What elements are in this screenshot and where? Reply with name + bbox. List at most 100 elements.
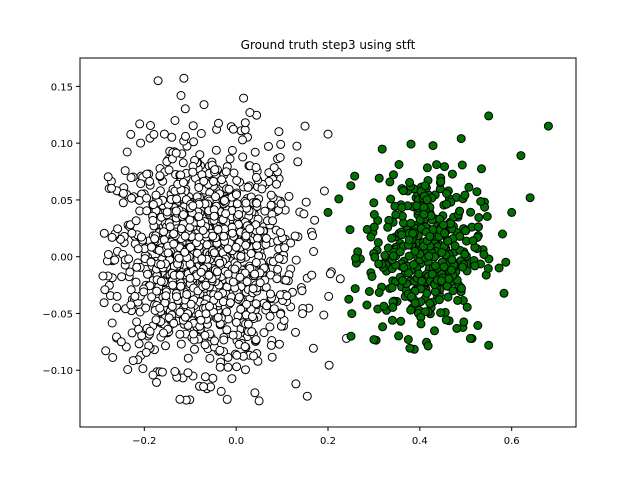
data-point [455,206,465,216]
data-point [234,292,244,302]
data-point [215,345,225,355]
data-point [200,330,210,340]
data-point [202,240,212,250]
data-point [267,352,277,362]
data-point [324,360,334,370]
data-point [180,104,190,114]
data-point [243,182,253,192]
data-point [241,198,251,208]
data-point [137,232,146,242]
data-point [406,292,416,301]
data-point [231,242,241,252]
data-point [419,209,429,219]
data-point [364,287,374,296]
data-point [238,135,247,145]
data-point [228,277,238,287]
data-point [152,286,162,296]
data-point [240,342,250,352]
x-tick-label: 0.4 [412,436,428,447]
data-point [156,276,166,286]
data-point [124,254,134,264]
data-point [286,238,296,248]
data-point [221,209,231,219]
data-point [208,373,218,383]
data-point [107,232,117,242]
data-point [241,365,250,375]
data-point [498,229,507,239]
data-point [399,262,409,272]
data-point [220,196,229,205]
data-point [180,312,190,322]
data-point [344,294,354,304]
data-point [290,231,300,241]
data-point [228,330,238,340]
series-0 [98,73,351,406]
data-point [175,329,185,339]
data-point [264,141,273,151]
data-point [291,327,300,337]
data-point [127,228,137,238]
data-point [185,215,195,225]
data-point [205,301,214,311]
data-point [387,315,397,325]
data-point [148,215,158,225]
data-point [159,129,169,139]
data-point [261,233,271,243]
data-point [310,215,320,225]
data-point [494,263,504,273]
data-point [265,311,275,321]
data-point [170,116,180,125]
data-point [232,176,242,185]
data-point [222,307,232,317]
data-point [132,262,142,272]
data-point [134,339,144,349]
data-point [100,285,110,295]
data-point [266,289,275,299]
data-point [223,362,233,372]
data-point [118,188,128,198]
data-point [388,251,398,261]
data-point [199,100,209,110]
data-point [103,250,113,259]
y-tick-label: 0.10 [51,139,73,150]
x-tick-label: 0.0 [228,436,244,447]
data-point [128,356,138,366]
y-tick-label: 0.00 [51,253,73,264]
data-point [252,241,262,251]
data-point [457,160,467,170]
data-point [374,259,384,269]
data-point [176,224,186,234]
x-tick-label: −0.2 [132,436,156,447]
data-point [308,231,317,241]
data-point [222,394,232,404]
data-point [171,206,181,216]
data-point [224,184,234,194]
data-point [232,350,242,360]
data-point [157,367,167,377]
data-point [199,176,209,186]
data-point [269,304,279,314]
data-point [141,347,151,357]
data-point [178,158,188,168]
data-point [406,139,416,149]
data-point [186,299,196,309]
data-point [298,309,307,319]
data-point [397,203,407,213]
y-tick-label: 0.15 [51,82,73,93]
data-point [213,291,223,301]
data-point [122,147,132,157]
data-point [246,249,256,258]
data-point [167,301,177,311]
data-point [416,319,426,329]
data-point [387,233,397,243]
data-point [439,262,449,272]
data-point [309,247,319,256]
data-point [464,182,474,192]
data-point [385,177,395,187]
data-point [145,176,155,186]
data-point [398,186,408,196]
data-point [347,309,357,319]
data-point [245,224,255,234]
data-point [252,198,262,208]
